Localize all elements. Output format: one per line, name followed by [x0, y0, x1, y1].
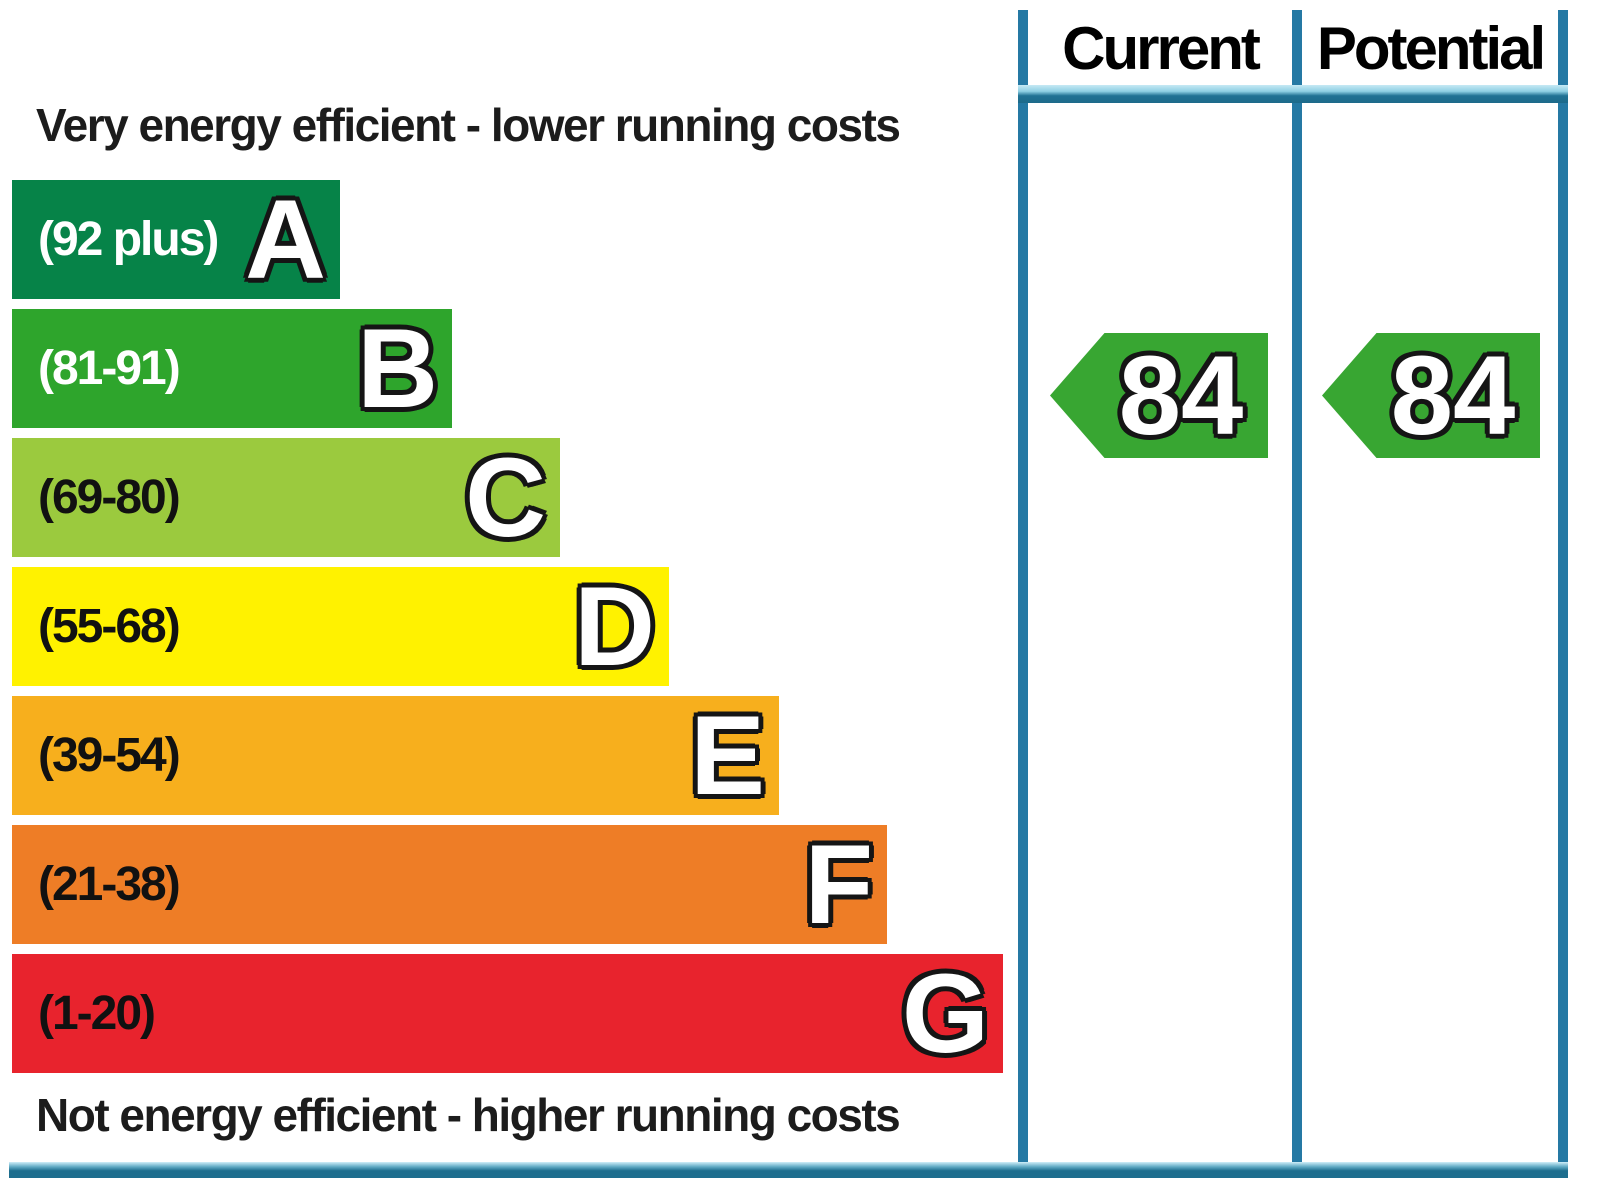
band-g-letter: G [901, 950, 989, 1076]
potential-rating-arrow: 84 [1322, 333, 1540, 458]
band-e-range: (39-54) [38, 729, 181, 782]
band-a: (92 plus) A [12, 180, 340, 299]
band-a-letter: A [245, 176, 326, 302]
potential-column-right-border [1558, 10, 1568, 1168]
band-d: (55-68) D [12, 567, 669, 686]
band-f-letter: F [804, 821, 873, 947]
band-e-letter: E [690, 692, 765, 818]
bottom-border-line [9, 1162, 1568, 1178]
band-b: (81-91) B [12, 309, 452, 428]
band-c-letter: C [465, 434, 546, 560]
band-f-range: (21-38) [38, 858, 181, 911]
band-d-range: (55-68) [38, 600, 181, 653]
header-underline [1018, 85, 1568, 103]
band-g-range: (1-20) [38, 987, 156, 1040]
potential-rating-value: 84 [1390, 332, 1516, 458]
top-caption: Very energy efficient - lower running co… [36, 99, 901, 151]
current-column-header: Current [1062, 14, 1261, 82]
current-column-left-border [1018, 10, 1028, 1168]
bottom-caption: Not energy efficient - higher running co… [36, 1089, 901, 1141]
column-divider [1292, 10, 1302, 1168]
band-e: (39-54) E [12, 696, 779, 815]
band-b-letter: B [357, 305, 438, 431]
band-g: (1-20) G [12, 954, 1003, 1073]
band-c-range: (69-80) [38, 471, 181, 524]
potential-column-header: Potential [1316, 14, 1546, 82]
band-f: (21-38) F [12, 825, 887, 944]
band-d-letter: D [574, 563, 655, 689]
current-rating-arrow: 84 [1050, 333, 1268, 458]
band-a-range: (92 plus) [38, 213, 219, 266]
current-rating-value: 84 [1118, 332, 1244, 458]
band-c: (69-80) C [12, 438, 560, 557]
band-b-range: (81-91) [38, 342, 181, 395]
